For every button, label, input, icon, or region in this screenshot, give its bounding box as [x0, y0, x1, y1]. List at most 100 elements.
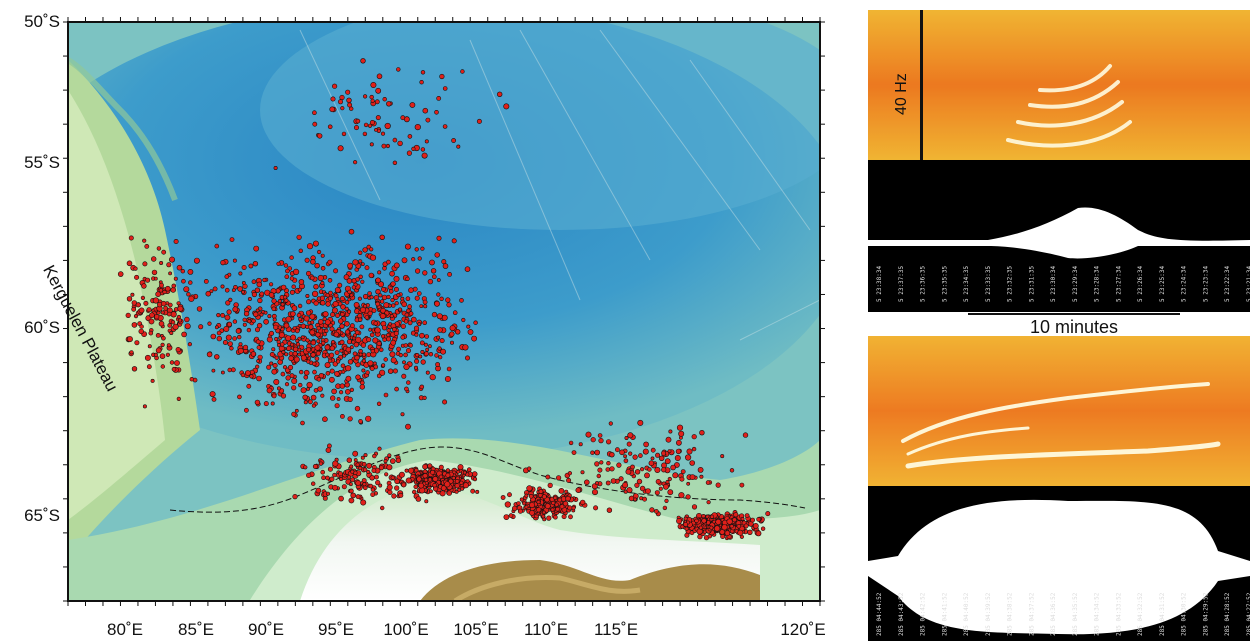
event-marker	[390, 475, 395, 480]
event-marker	[565, 495, 571, 502]
event-marker	[435, 362, 440, 367]
event-marker	[347, 262, 353, 269]
event-marker	[355, 462, 360, 467]
event-marker	[442, 124, 448, 129]
event-marker	[294, 328, 300, 334]
event-marker	[231, 288, 236, 293]
event-marker	[373, 321, 378, 326]
event-marker	[347, 102, 353, 108]
event-marker	[305, 293, 310, 298]
event-marker	[377, 281, 384, 288]
event-marker	[135, 302, 141, 308]
event-marker	[352, 259, 359, 266]
time-tick-label: 285 04:42:52	[920, 592, 927, 636]
event-marker	[374, 127, 378, 132]
event-marker	[390, 357, 397, 364]
event-marker	[729, 524, 734, 529]
event-marker	[307, 320, 312, 325]
event-marker	[371, 308, 377, 313]
event-marker	[337, 99, 343, 105]
event-marker	[360, 499, 367, 506]
event-marker	[345, 365, 352, 372]
event-marker	[229, 346, 234, 351]
event-marker	[246, 383, 252, 389]
event-marker	[507, 492, 512, 498]
event-marker	[366, 352, 372, 358]
event-marker	[353, 125, 359, 131]
event-marker	[254, 399, 261, 406]
event-marker	[314, 344, 321, 351]
event-marker	[642, 448, 649, 455]
event-marker	[347, 309, 352, 314]
event-marker	[526, 485, 533, 492]
time-tick-label: 285 04:31:52	[1159, 592, 1166, 636]
event-marker	[273, 166, 278, 171]
event-marker	[420, 147, 426, 152]
event-marker	[126, 260, 133, 267]
event-marker	[699, 474, 704, 479]
event-marker	[209, 289, 214, 294]
event-marker	[684, 454, 692, 461]
event-marker	[454, 483, 460, 489]
event-marker	[386, 332, 391, 338]
event-marker	[338, 495, 344, 502]
event-marker	[419, 340, 425, 346]
time-tick-label: 285 04:37:52	[1028, 592, 1035, 636]
time-tick-label: 285 04:34:52	[1094, 592, 1101, 636]
event-marker	[360, 262, 365, 267]
event-marker	[156, 246, 162, 251]
event-marker	[668, 429, 673, 434]
event-marker	[284, 382, 290, 387]
event-marker	[289, 276, 295, 281]
event-marker	[529, 510, 535, 516]
event-marker	[196, 306, 203, 312]
event-marker	[327, 259, 333, 265]
event-marker	[237, 347, 244, 354]
event-marker	[403, 319, 409, 324]
event-marker	[369, 332, 375, 338]
event-marker	[765, 511, 771, 517]
event-marker	[407, 134, 413, 139]
event-marker	[256, 359, 261, 363]
event-marker	[291, 305, 298, 312]
event-marker	[165, 285, 171, 292]
event-marker	[593, 505, 599, 511]
event-marker	[347, 416, 353, 422]
event-marker	[181, 331, 187, 338]
event-marker	[405, 423, 411, 430]
event-marker	[339, 323, 345, 329]
event-marker	[379, 234, 385, 241]
event-marker	[184, 316, 190, 323]
event-marker	[503, 514, 510, 520]
event-marker	[674, 454, 681, 461]
event-marker	[387, 368, 394, 374]
event-marker	[460, 486, 465, 491]
event-marker	[553, 495, 558, 501]
event-marker	[375, 289, 381, 295]
event-marker	[386, 259, 391, 265]
event-marker	[349, 293, 354, 298]
event-marker	[370, 348, 375, 354]
event-marker	[756, 517, 761, 522]
event-marker	[161, 300, 167, 307]
event-marker	[440, 348, 446, 355]
event-marker	[292, 326, 297, 331]
event-marker	[161, 335, 166, 341]
event-marker	[289, 342, 294, 347]
event-marker	[423, 304, 428, 309]
event-marker	[410, 316, 417, 323]
event-marker	[683, 516, 688, 521]
event-marker	[424, 499, 429, 504]
event-marker	[418, 354, 423, 359]
event-marker	[387, 453, 392, 458]
event-marker	[211, 396, 217, 402]
event-marker	[228, 297, 233, 303]
event-marker	[316, 376, 322, 382]
event-marker	[438, 464, 444, 470]
event-marker	[462, 482, 469, 489]
event-marker	[445, 468, 451, 473]
event-marker	[597, 433, 603, 438]
event-marker	[232, 319, 238, 324]
event-marker	[439, 296, 444, 301]
event-marker	[117, 271, 124, 277]
